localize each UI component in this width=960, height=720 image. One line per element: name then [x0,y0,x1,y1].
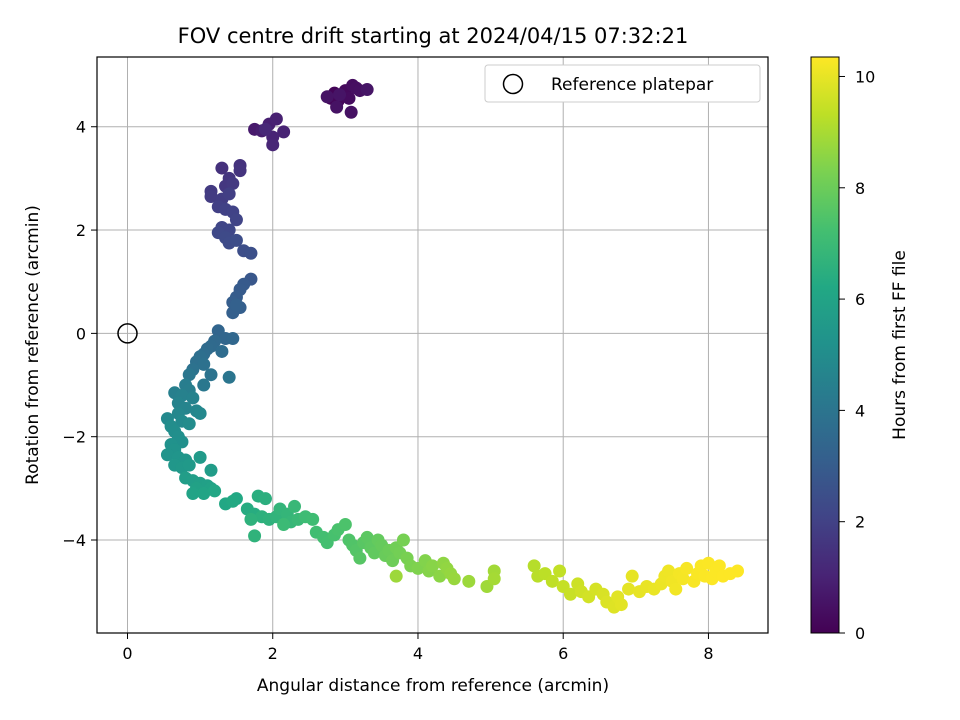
data-point [229,298,243,312]
data-point [186,391,200,405]
data-point [731,564,744,578]
data-point [197,378,211,392]
data-point [182,458,196,472]
data-point [553,564,567,578]
y-tick-label: 2 [76,221,86,240]
y-axis-ticks: −4 −2 0 2 4 [62,118,97,550]
reference-platepar-point [117,323,138,344]
data-point [215,344,229,358]
data-point [277,518,291,532]
data-point [208,484,222,498]
data-point [545,574,559,588]
data-point [426,559,439,573]
data-point [330,100,344,114]
legend-box [484,64,761,103]
data-point [186,487,200,501]
data-point [222,187,236,201]
data-point [447,572,461,586]
data-point [160,448,174,462]
colorbar [810,56,840,634]
data-point [226,494,240,508]
colorbar-tick-label: 4 [855,401,865,420]
data-point [625,569,639,583]
data-point [622,582,636,596]
grid-lines [97,57,768,633]
data-point [244,512,258,526]
x-axis-ticks: 0 2 4 6 8 [122,633,714,663]
colorbar-tick-label: 8 [855,179,865,198]
data-point [226,332,240,346]
legend-marker-icon [502,73,524,95]
x-tick-label: 2 [268,644,278,663]
data-point [204,368,218,382]
data-point [204,189,218,203]
data-point [269,112,283,126]
data-point [229,213,243,227]
y-axis-title: Rotation from reference (arcmin) [23,205,43,485]
data-point [614,598,628,612]
data-point [193,450,207,464]
y-tick-label: 4 [76,118,86,137]
legend-entry-reference: Reference platepar [551,75,713,95]
data-point [222,370,236,384]
y-tick-label: 0 [76,324,86,343]
data-point [360,83,374,97]
data-point [182,417,196,431]
data-point [712,559,726,573]
data-point [204,463,218,477]
data-point [182,368,196,382]
colorbar-tick-label: 10 [855,67,875,86]
data-point [563,587,577,601]
scatter-points [160,78,744,614]
data-point [266,138,280,152]
data-point [229,233,243,247]
data-point [396,533,410,547]
x-tick-label: 0 [122,644,132,663]
data-point [258,122,272,136]
data-point [248,529,262,543]
plot-frame [96,56,769,634]
colorbar-tick-label: 2 [855,513,865,532]
data-point [662,564,676,578]
data-point [353,551,367,565]
data-point [320,90,334,104]
y-tick-label: −2 [62,428,86,447]
data-point [676,572,690,586]
data-point [197,357,211,371]
x-axis-title: Angular distance from reference (arcmin) [257,676,609,696]
data-point [360,530,374,544]
x-tick-label: 4 [413,644,423,663]
data-point [487,572,501,586]
legend: Reference platepar [484,64,761,103]
plot-area [97,57,768,633]
data-point [226,177,240,191]
data-point [277,125,291,139]
colorbar-title: Hours from first FF file [890,250,910,440]
data-point [527,559,541,573]
chart-title: FOV centre drift starting at 2024/04/15 … [178,24,689,48]
data-point [288,499,302,513]
data-point [258,492,272,506]
data-point [669,582,683,596]
x-tick-label: 6 [558,644,568,663]
colorbar-tick-label: 0 [855,624,865,643]
x-tick-label: 8 [703,644,713,663]
data-point [233,164,247,178]
data-point [215,161,229,175]
data-point [389,569,403,583]
data-point [344,105,358,119]
data-point [333,88,347,102]
data-point [462,574,476,588]
data-point [306,512,320,526]
data-point [244,246,258,260]
data-point [197,487,211,501]
reference-marker [117,323,138,344]
data-point [193,406,207,420]
data-point [338,518,352,532]
colorbar-ticks: 0 2 4 6 8 10 [839,67,875,643]
data-point [680,561,694,575]
colorbar-tick-label: 6 [855,290,865,309]
y-tick-label: −4 [62,531,86,550]
